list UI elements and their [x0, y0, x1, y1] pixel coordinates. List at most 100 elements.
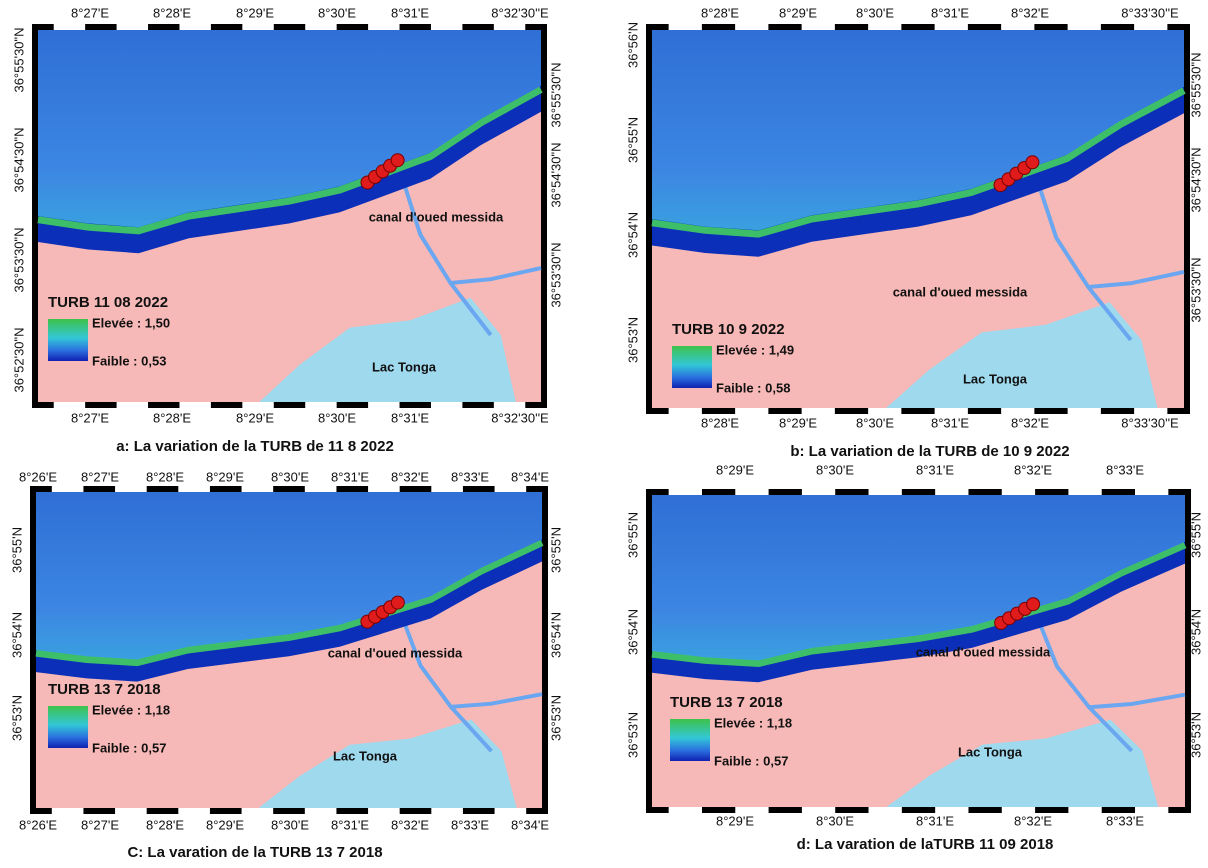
lake-label: Lac Tonga — [333, 748, 398, 763]
legend-low: Faible : 0,58 — [716, 380, 790, 395]
top-tick-label: 8°29'E — [206, 469, 244, 484]
top-tick-label: 8°29'E — [779, 5, 817, 20]
frame-tick — [430, 24, 463, 30]
sample-point — [1026, 597, 1041, 612]
frame-tick — [868, 807, 902, 813]
legend-high: Elevée : 1,50 — [92, 315, 170, 330]
legend-low: Faible : 0,57 — [714, 753, 788, 768]
frame-tick — [241, 486, 274, 492]
right-tick-label: 36°55'30"N — [1188, 52, 1203, 117]
legend-low: Faible : 0,53 — [92, 353, 166, 368]
legend-ramp — [48, 319, 88, 361]
frame-tick — [368, 24, 400, 30]
top-tick-label: 8°31'E — [931, 5, 969, 20]
frame-tick — [53, 402, 86, 408]
bottom-tick-label: 8°31'E — [931, 415, 969, 430]
bottom-tick-label: 8°30'E — [856, 415, 894, 430]
sample-point — [390, 153, 405, 168]
right-tick-label: 36°53'N — [1188, 712, 1203, 758]
top-tick-label: 8°26'E — [19, 469, 57, 484]
frame-tick — [179, 402, 211, 408]
frame-tick — [1068, 489, 1102, 495]
legend-ramp — [672, 346, 712, 388]
bottom-tick-label: 8°30'E — [271, 817, 309, 832]
right-tick-label: 36°55'30"N — [548, 62, 563, 127]
frame-tick — [934, 24, 968, 30]
frame-tick — [431, 808, 463, 814]
frame-tick — [668, 408, 702, 414]
left-tick-label: 36°53'N — [9, 695, 24, 741]
frame-tick — [493, 402, 526, 408]
bottom-tick-label: 8°31'E — [391, 410, 429, 425]
frame-tick — [735, 408, 769, 414]
river — [450, 692, 543, 709]
bottom-tick-label: 8°28'E — [146, 817, 184, 832]
frame-tick — [368, 402, 400, 408]
left-tick-label: 36°54'N — [9, 612, 24, 658]
bottom-tick-label: 8°29'E — [206, 817, 244, 832]
map-panel: 8°26'E 8°26'E 8°27'E 8°27'E 8°28'E 8°28'E 8°29… — [9, 469, 563, 861]
frame-tick — [242, 24, 274, 30]
frame-tick — [116, 402, 149, 408]
left-tick-label: 36°53'N — [625, 317, 640, 363]
bottom-tick-label: 8°33'E — [451, 817, 489, 832]
right-tick-label: 36°54'N — [1188, 609, 1203, 655]
top-tick-label: 8°33'30''E — [1121, 5, 1179, 20]
frame-tick — [1001, 24, 1035, 30]
frame-tick — [935, 807, 969, 813]
frame-tick — [368, 808, 400, 814]
right-tick-label: 36°53'30"N — [1188, 257, 1203, 322]
bottom-tick-label: 8°32'E — [1014, 813, 1052, 828]
right-tick-label: 36°55'N — [1188, 512, 1203, 558]
caption: d: La varation de laTURB 11 09 2018 — [797, 836, 1054, 853]
frame-tick — [179, 24, 211, 30]
legend-title: TURB 10 9 2022 — [672, 321, 785, 338]
frame-tick — [1068, 807, 1102, 813]
top-tick-label: 8°29'E — [716, 462, 754, 477]
bottom-tick-label: 8°29'E — [716, 813, 754, 828]
lake — [886, 719, 1159, 807]
bottom-tick-label: 8°29'E — [779, 415, 817, 430]
legend-high: Elevée : 1,18 — [714, 715, 792, 730]
bottom-tick-label: 8°30'E — [318, 410, 356, 425]
frame-tick — [305, 402, 337, 408]
bottom-tick-label: 8°33'E — [1106, 813, 1144, 828]
frame-tick — [668, 489, 702, 495]
sample-point — [1025, 155, 1040, 170]
left-tick-label: 36°54'30"N — [11, 127, 26, 192]
top-tick-label: 8°31'E — [916, 462, 954, 477]
right-tick-label: 36°54'30"N — [548, 142, 563, 207]
map-panel: 8°29'E 8°29'E 8°30'E 8°30'E 8°31'E 8°31'E 8°32… — [625, 462, 1203, 853]
legend-title: TURB 11 08 2022 — [48, 294, 168, 311]
left-tick-label: 36°55'N — [625, 117, 640, 163]
frame-tick — [1001, 408, 1035, 414]
legend-ramp — [48, 706, 88, 748]
bottom-tick-label: 8°29'E — [236, 410, 274, 425]
right-tick-label: 36°55'N — [548, 527, 563, 573]
frame-tick — [1001, 807, 1036, 813]
bottom-tick-label: 8°30'E — [816, 813, 854, 828]
frame-tick — [242, 402, 274, 408]
left-tick-label: 36°55'N — [625, 512, 640, 558]
legend-title: TURB 13 7 2018 — [48, 681, 161, 698]
frame-tick — [801, 807, 836, 813]
frame-tick — [935, 489, 969, 495]
bottom-tick-label: 8°31'E — [331, 817, 369, 832]
frame-tick — [868, 408, 902, 414]
top-tick-label: 8°27'E — [81, 469, 119, 484]
bottom-tick-label: 8°28'E — [153, 410, 191, 425]
frame-tick — [116, 24, 149, 30]
caption: a: La variation de la TURB de 11 8 2022 — [116, 438, 394, 455]
lake — [258, 719, 517, 808]
sea — [652, 495, 1185, 661]
lake — [259, 297, 516, 402]
top-tick-label: 8°27'E — [71, 5, 109, 20]
sea — [36, 492, 542, 660]
frame-tick — [305, 24, 337, 30]
legend-ramp — [670, 719, 710, 761]
frame-tick — [1001, 489, 1036, 495]
top-tick-label: 8°28'E — [153, 5, 191, 20]
river — [450, 266, 542, 285]
left-tick-label: 36°56'N — [625, 22, 640, 68]
river — [1088, 269, 1185, 289]
